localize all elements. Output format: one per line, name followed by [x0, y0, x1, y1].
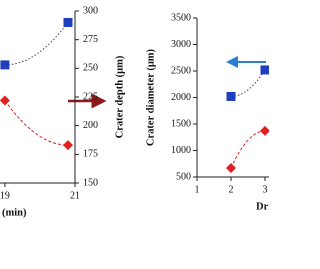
y-tick-label: 3500 [171, 12, 191, 23]
y-tick-label: 175 [83, 149, 98, 160]
point [260, 65, 269, 75]
y-tick-label: 1500 [171, 118, 191, 129]
y-tick-label: 225 [83, 91, 98, 102]
point [0, 95, 10, 106]
x-tick-label: 3 [263, 184, 268, 195]
x-tick-label: 21 [70, 190, 80, 201]
y-axis-label: Crater depth (μm) [114, 55, 125, 138]
y-tick-label: 150 [83, 177, 98, 188]
x-axis-label: (min) [2, 207, 27, 218]
point [62, 140, 73, 151]
point [226, 162, 236, 173]
y-tick-label: 200 [83, 120, 98, 131]
y-tick-label: 275 [83, 34, 98, 45]
y-tick-label: 3000 [171, 39, 191, 50]
x-tick-label: 1 [195, 184, 200, 195]
series-line [230, 69, 266, 97]
point [63, 17, 73, 27]
y-tick-label: 2500 [171, 65, 191, 76]
y-tick-label: 500 [176, 171, 191, 182]
x-axis-label: Dr [256, 201, 269, 212]
series-line [230, 130, 266, 169]
point [226, 91, 236, 101]
point [0, 60, 10, 70]
x-tick-label: 2 [229, 184, 234, 195]
x-tick-label: 19 [0, 190, 10, 201]
series-line [4, 100, 68, 146]
y-axis-label: Crater diameter (μm) [145, 48, 156, 146]
point [260, 125, 269, 136]
series-line [4, 22, 69, 66]
y-tick-label: 300 [83, 5, 98, 16]
y-tick-label: 1000 [171, 145, 191, 156]
y-tick-label: 2000 [171, 92, 191, 103]
y-tick-label: 250 [83, 63, 98, 74]
